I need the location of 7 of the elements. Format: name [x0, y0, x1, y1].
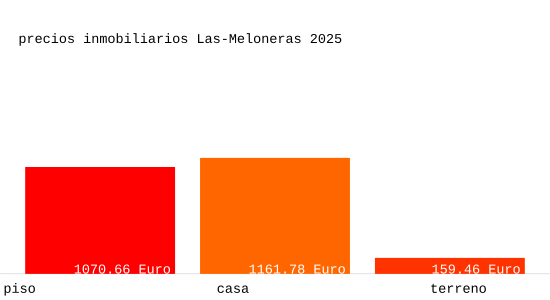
x-tick-label: casa [218, 286, 249, 294]
data-label: 1161.78 Euro [250, 264, 345, 274]
x-tick-label: piso [4, 283, 35, 296]
x-tick-label: terreno [431, 284, 486, 294]
data-label: 1070.66 Euro [74, 264, 170, 274]
data-label: 159.46 Euro [432, 264, 520, 274]
chart-title: precios inmobiliarios Las-Meloneras 2025 [20, 33, 342, 46]
